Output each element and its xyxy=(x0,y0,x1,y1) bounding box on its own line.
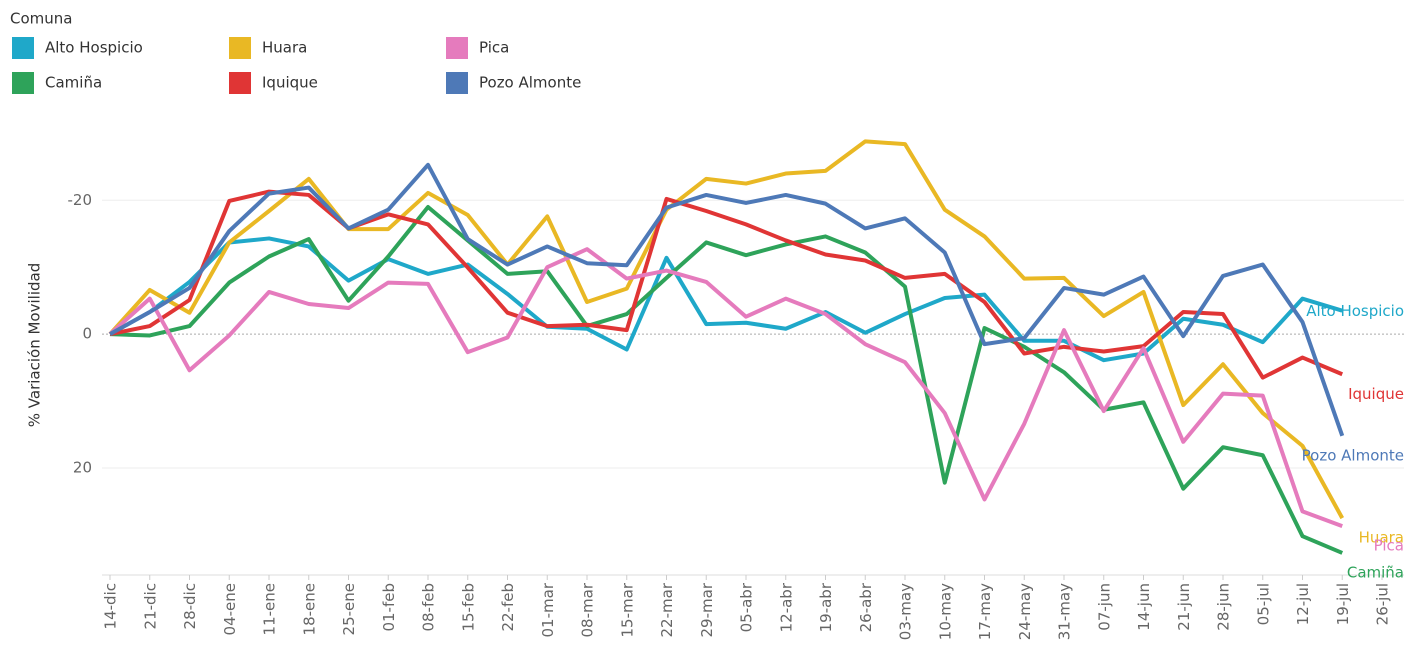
x-tick-label: 24-may xyxy=(1016,583,1034,640)
legend-label: Camiña xyxy=(45,74,102,92)
x-tick-label: 07-jun xyxy=(1095,583,1113,631)
legend-swatch xyxy=(229,72,251,94)
legend-swatch xyxy=(446,37,468,59)
end-label: Huara xyxy=(1359,529,1404,547)
x-tick-label: 22-feb xyxy=(499,583,517,632)
x-tick-label: 12-jul xyxy=(1294,583,1312,625)
x-tick-label: 01-feb xyxy=(380,583,398,632)
x-tick-label: 18-ene xyxy=(300,583,318,635)
x-tick-label: 17-may xyxy=(976,583,994,640)
x-tick-label: 19-abr xyxy=(817,582,835,632)
x-tick-label: 08-mar xyxy=(579,582,597,637)
x-tick-label: 10-may xyxy=(936,583,954,640)
legend-swatch xyxy=(229,37,251,59)
x-tick-label: 14-dic xyxy=(102,583,120,629)
x-tick-label: 15-mar xyxy=(618,582,636,637)
legend-swatch xyxy=(446,72,468,94)
legend-swatch xyxy=(12,72,34,94)
end-label: Iquique xyxy=(1348,385,1404,403)
legend-label: Iquique xyxy=(262,74,318,92)
x-tick-label: 28-jun xyxy=(1215,583,1233,631)
end-label: Camiña xyxy=(1347,563,1404,581)
series-line xyxy=(109,162,1345,437)
x-tick-label: 08-feb xyxy=(420,583,438,632)
end-label: Alto Hospicio xyxy=(1306,302,1404,320)
y-tick-label: 0 xyxy=(82,325,92,343)
x-tick-label: 21-dic xyxy=(141,583,159,629)
x-tick-label: 19-jul xyxy=(1334,583,1352,625)
x-tick-label: 15-feb xyxy=(459,583,477,632)
end-label: Pica xyxy=(1374,537,1404,555)
x-tick-label: 26-abr xyxy=(857,582,875,632)
x-tick-label: 28-dic xyxy=(181,583,199,629)
series-line xyxy=(108,247,1343,529)
y-axis-title: % Variación Movilidad xyxy=(26,263,44,427)
series-line xyxy=(109,189,1344,380)
y-tick-label: 20 xyxy=(73,458,92,476)
legend-swatch xyxy=(12,37,34,59)
x-tick-label: 29-mar xyxy=(698,582,716,637)
series-line xyxy=(108,139,1345,520)
x-tick-label: 21-jun xyxy=(1175,583,1193,631)
legend-label: Huara xyxy=(262,39,307,57)
x-tick-label: 31-may xyxy=(1056,583,1074,640)
series-line xyxy=(109,204,1344,555)
x-tick-label: 04-ene xyxy=(221,583,239,635)
y-tick-label: -20 xyxy=(68,191,93,209)
legend-label: Pica xyxy=(479,39,509,57)
x-tick-label: 01-mar xyxy=(539,582,557,637)
x-tick-label: 25-ene xyxy=(340,583,358,635)
x-tick-label: 03-may xyxy=(897,583,915,640)
x-tick-label: 05-jul xyxy=(1254,583,1272,625)
x-tick-label: 11-ene xyxy=(261,583,279,635)
x-tick-label: 14-jun xyxy=(1135,583,1153,631)
legend-title: Comuna xyxy=(10,10,72,28)
x-tick-label: 26-jul xyxy=(1374,583,1392,625)
end-label: Pozo Almonte xyxy=(1302,446,1404,464)
legend-label: Alto Hospicio xyxy=(45,39,143,57)
x-tick-label: 22-mar xyxy=(658,582,676,637)
x-tick-label: 05-abr xyxy=(738,582,756,632)
x-tick-label: 12-abr xyxy=(777,582,795,632)
legend-label: Pozo Almonte xyxy=(479,74,581,92)
